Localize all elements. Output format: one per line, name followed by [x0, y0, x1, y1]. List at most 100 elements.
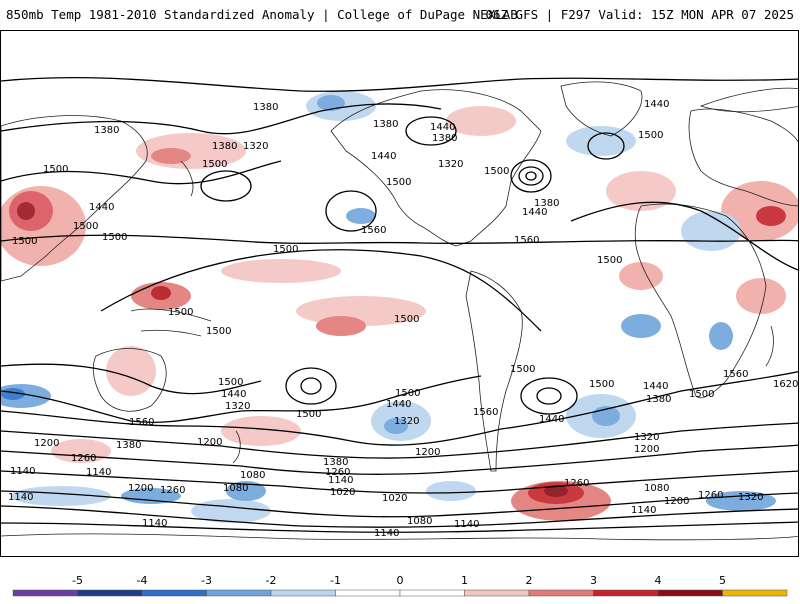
contour-line: [570, 201, 798, 271]
indonesia-outline: [130, 308, 212, 337]
contour-line: [1, 103, 442, 135]
contour-label: 1320: [438, 159, 463, 170]
contour-label: 1560: [723, 369, 748, 380]
contour-label: 1080: [407, 516, 432, 527]
contour-closed: [285, 367, 337, 405]
colorbar-tick-label: -4: [137, 574, 148, 587]
contour-closed: [325, 190, 377, 232]
contour-line: [1, 521, 798, 533]
contour-closed: [405, 116, 457, 146]
contour-label: 1560: [473, 407, 498, 418]
contour-line: [1, 470, 798, 494]
contour-label: 1500: [386, 177, 411, 188]
contour-line: [1, 234, 798, 245]
contour-label: 1500: [218, 377, 243, 388]
contour-closed: [200, 170, 252, 202]
colorbar-tick-label: 1: [461, 574, 468, 587]
contour-closed: [536, 387, 562, 405]
contour-label: 1200: [415, 447, 440, 458]
warm-anomaly-region: [446, 106, 516, 136]
colorbar-segment: [335, 589, 401, 597]
colorbar-svg: -5 -4 -3 -2 -1 0 1 2 3 4 5: [12, 574, 788, 597]
contour-label: 1500: [597, 255, 622, 266]
contour-line: [1, 160, 282, 185]
contour-label: 1020: [382, 493, 407, 504]
contour-label: 1260: [160, 485, 185, 496]
cold-anomaly-region: [566, 126, 636, 156]
cold-anomaly-region: [346, 208, 376, 224]
contour-label: 1380: [212, 141, 237, 152]
warm-anomaly-region: [221, 416, 301, 446]
colorbar: -5 -4 -3 -2 -1 0 1 2 3 4 5: [0, 568, 800, 600]
colorbar-tick-label: -5: [72, 574, 83, 587]
contour-label: 1440: [643, 381, 668, 392]
contour-label: 1500: [206, 326, 231, 337]
warm-anomaly-region: [606, 171, 676, 211]
warm-anomaly-region: [736, 278, 786, 314]
contour-label: 1320: [738, 492, 763, 503]
madagascar-outline: [765, 325, 774, 367]
contour-label: 1080: [240, 470, 265, 481]
contour-label: 1380: [253, 102, 278, 113]
contour-label: 1500: [689, 389, 714, 400]
contour-label: 1200: [634, 444, 659, 455]
contour-line: [1, 375, 482, 424]
contour-line: [1, 371, 798, 446]
contour-label: 1440: [89, 202, 114, 213]
contour-label: 1140: [8, 492, 33, 503]
contour-line: [1, 77, 798, 92]
contour-label: 1500: [638, 130, 663, 141]
cold-anomaly-region: [1, 388, 25, 400]
colorbar-segment: [77, 589, 143, 597]
cold-anomaly-region: [709, 322, 733, 350]
contour-label: 1380: [323, 457, 348, 468]
australia-outline: [92, 348, 167, 412]
coastlines: [1, 81, 798, 541]
contour-line: [1, 444, 798, 475]
contour-label: 1440: [644, 99, 669, 110]
contour-label: 1140: [86, 467, 111, 478]
contour-label: 1140: [328, 475, 353, 486]
contour-label: 1440: [371, 151, 396, 162]
contour-label: 1560: [129, 417, 154, 428]
contour-line: [1, 363, 262, 395]
contour-label: 1140: [374, 528, 399, 539]
contour-label: 1200: [664, 496, 689, 507]
contour-labels: 1380 1380 1380 1320 1500 1440 1500 1500 …: [8, 99, 798, 539]
contour-label: 1320: [634, 432, 659, 443]
contour-line: [1, 490, 798, 518]
colorbar-segment: [464, 589, 530, 597]
contour-label: 1500: [168, 307, 193, 318]
colorbar-segment: [399, 589, 465, 597]
contour-label: 1260: [564, 478, 589, 489]
colorbar-segment: [206, 589, 272, 597]
contour-label: 1500: [395, 388, 420, 399]
contour-label: 1260: [325, 467, 350, 478]
contour-line: [1, 505, 798, 528]
contour-label: 1500: [589, 379, 614, 390]
height-contours: [1, 77, 798, 533]
contour-label: 1440: [386, 399, 411, 410]
map-panel: 1380 1380 1380 1320 1500 1440 1500 1500 …: [0, 30, 799, 557]
warm-anomaly-region: [106, 346, 156, 396]
cold-anomaly-region: [426, 481, 476, 501]
colorbar-tick-label: 4: [655, 574, 662, 587]
contour-closed: [587, 132, 625, 160]
colorbar-tick-label: 0: [397, 574, 404, 587]
asia-east-outline: [699, 87, 798, 113]
contour-label: 1500: [273, 244, 298, 255]
contour-closed: [510, 159, 552, 193]
colorbar-tick-label: -1: [330, 574, 341, 587]
contour-label: 1140: [142, 518, 167, 529]
antarctica-outline: [1, 533, 798, 541]
contour-label: 1500: [510, 364, 535, 375]
colorbar-tick-label: -2: [266, 574, 277, 587]
colorbar-segment: [12, 589, 78, 597]
contour-label: 1440: [430, 122, 455, 133]
contour-label: 1620: [773, 379, 798, 390]
contour-label: 1440: [221, 389, 246, 400]
contour-label: 1500: [43, 164, 68, 175]
colorbar-tick-label: 3: [590, 574, 597, 587]
north-america-outline: [330, 89, 542, 247]
contour-label: 1380: [94, 125, 119, 136]
